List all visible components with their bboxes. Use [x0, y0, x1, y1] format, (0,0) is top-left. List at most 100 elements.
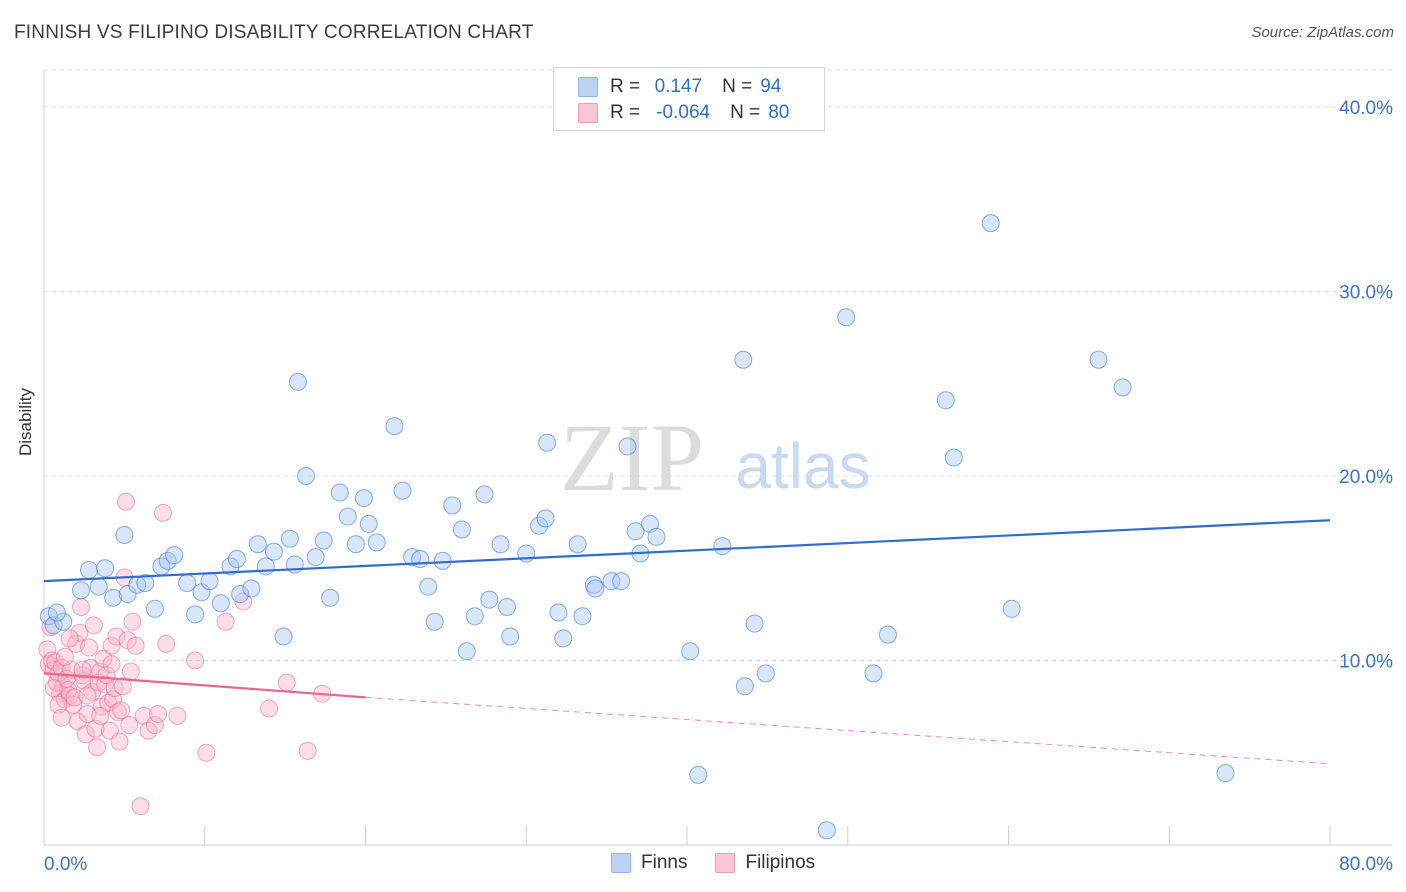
filipinos-point	[96, 675, 115, 694]
finns-point	[248, 535, 267, 554]
watermark-zip: ZIP	[560, 404, 704, 511]
filipinos-point	[76, 725, 95, 744]
finns-point	[878, 625, 897, 644]
stats-legend: R = 0.147 N = 94 R = -0.064 N = 80	[553, 67, 825, 131]
filipinos-point	[84, 616, 103, 635]
finns-point	[1089, 350, 1108, 369]
finns-point	[71, 581, 90, 600]
legend-r-label: R =	[610, 102, 641, 123]
finns-point	[538, 433, 557, 452]
legend-row-finns: R = 0.147 N = 94	[578, 74, 799, 100]
watermark-atlas: atlas	[735, 430, 870, 502]
watermark: ZIP atlas	[560, 404, 871, 511]
finns-point	[274, 627, 293, 646]
filipinos-point	[123, 612, 142, 631]
finns-point	[354, 489, 373, 508]
finns-point	[713, 537, 732, 556]
finns-point	[497, 597, 516, 616]
filipinos-point	[120, 716, 139, 735]
finns-point	[145, 599, 164, 618]
finns-swatch	[611, 853, 631, 873]
legend-n-label: N =	[722, 76, 753, 97]
filipinos-point	[131, 797, 150, 816]
finns-point	[231, 585, 250, 604]
filipinos-point	[91, 706, 110, 725]
finns-point	[178, 573, 197, 592]
axes	[43, 70, 1392, 846]
legend-n-value: 94	[760, 76, 782, 97]
finns-point	[288, 372, 307, 391]
finns-point	[165, 546, 184, 565]
filipinos-point	[126, 636, 145, 655]
finns-point	[47, 603, 66, 622]
legend-n-label: N =	[730, 102, 761, 123]
finns-point	[367, 533, 386, 552]
filipinos-point	[88, 738, 107, 757]
filipinos-point	[80, 638, 99, 657]
finns-swatch	[578, 77, 598, 97]
filipinos-point	[145, 716, 164, 735]
filipinos-point	[186, 651, 205, 670]
finns-point	[89, 577, 108, 596]
filipinos-point	[113, 677, 132, 696]
filipinos-point	[63, 695, 82, 714]
filipinos-point	[102, 655, 121, 674]
filipinos-point	[112, 701, 131, 720]
finns-point	[734, 350, 753, 369]
finns-point	[626, 522, 645, 541]
filipinos-point	[298, 741, 317, 760]
finns-point	[944, 448, 963, 467]
finns-point	[221, 557, 240, 576]
filipinos-point	[102, 636, 121, 655]
finns-point	[96, 559, 115, 578]
y-tick-label: 40.0%	[1339, 98, 1393, 119]
finns-point	[330, 483, 349, 502]
finns-point	[104, 588, 123, 607]
finns-point	[1002, 599, 1021, 618]
finns-point	[549, 603, 568, 622]
finns-point	[647, 527, 666, 546]
finns-point	[227, 549, 246, 568]
filipinos-point	[121, 662, 140, 681]
finns-point	[465, 607, 484, 626]
finns-point	[491, 535, 510, 554]
finns-point	[554, 629, 573, 648]
finns-point	[200, 572, 219, 591]
filipinos-point	[107, 627, 126, 646]
finns-label: Finns	[641, 852, 688, 873]
legend-r-value: -0.064	[656, 102, 711, 123]
y-tick-label: 20.0%	[1339, 467, 1393, 488]
filipinos-point	[44, 679, 63, 698]
finns-point	[385, 417, 404, 436]
finns-point	[443, 496, 462, 515]
finns-point	[321, 588, 340, 607]
filipinos-point	[168, 706, 187, 725]
legend-item-filipinos: Filipinos	[715, 852, 815, 874]
finns-point	[419, 577, 438, 596]
filipinos-point	[116, 492, 135, 511]
finns-point	[756, 664, 775, 683]
finns-point	[314, 531, 333, 550]
legend-item-finns: Finns	[611, 852, 687, 874]
finns-point	[297, 466, 316, 485]
finns-point	[211, 594, 230, 613]
filipinos-point	[149, 704, 168, 723]
finns-points	[39, 214, 1235, 840]
finns-point	[54, 612, 73, 631]
filipinos-point	[52, 708, 71, 727]
y-tick-label: 30.0%	[1339, 282, 1393, 303]
finns-point	[475, 485, 494, 504]
finns-trend-line	[43, 519, 1331, 583]
finns-point	[346, 535, 365, 554]
finns-point	[536, 509, 555, 528]
finns-point	[501, 627, 520, 646]
finns-point	[817, 821, 836, 840]
finns-point	[425, 612, 444, 631]
finns-point	[393, 481, 412, 500]
finns-point	[689, 765, 708, 784]
x-tick-label-max: 80.0%	[1339, 854, 1393, 875]
finns-point	[433, 551, 452, 570]
legend-row-filipinos: R = -0.064 N = 80	[578, 100, 807, 126]
finns-point	[452, 520, 471, 539]
finns-point	[837, 308, 856, 327]
